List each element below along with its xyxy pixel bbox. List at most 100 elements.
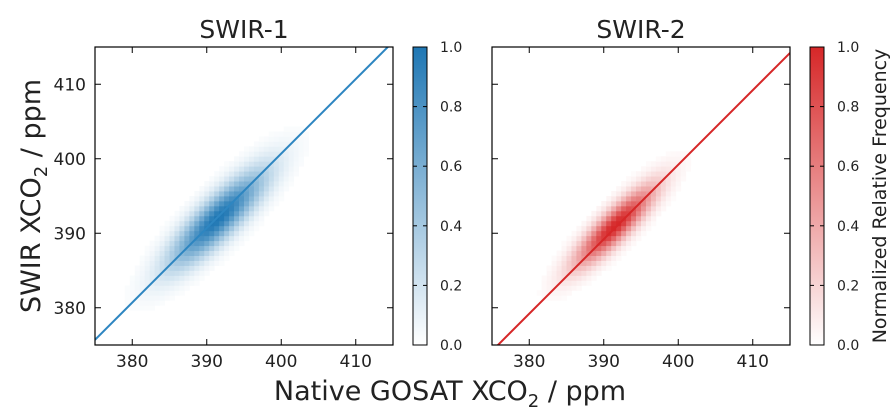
heatmap-cell [293, 156, 300, 162]
heatmap-cell [268, 146, 275, 152]
heatmap-cell [636, 215, 642, 222]
fit-line [496, 52, 790, 345]
heatmap-cell [596, 230, 602, 237]
heatmap-cell [258, 176, 265, 182]
heatmap-cell [209, 191, 215, 197]
heatmap-cell [293, 131, 300, 137]
heatmap-cell [278, 146, 285, 152]
y-axis [492, 83, 790, 309]
heatmap-cell [253, 161, 260, 167]
heatmap-cell [273, 151, 280, 157]
heatmap-cell [159, 290, 165, 296]
heatmap-cell [546, 275, 552, 281]
heatmap-cell [268, 205, 275, 212]
heatmap-cell [169, 265, 175, 271]
heatmap-cell [258, 186, 265, 192]
heatmap-cell [248, 196, 255, 202]
heatmap-cell [586, 275, 592, 281]
heatmap-cell [616, 196, 622, 202]
heatmap-cell [214, 250, 220, 256]
colorbar-swir-1: 0.0 0.2 0.4 0.6 0.8 1.0 [412, 40, 462, 354]
x-tick-label: 400 [265, 352, 297, 372]
heatmap-cell [139, 270, 146, 276]
heatmap-cell [675, 181, 682, 187]
heatmap-cell [263, 186, 270, 192]
heatmap-cell [204, 240, 210, 247]
heatmap-cell [655, 186, 662, 192]
heatmap-cell [278, 166, 285, 172]
heatmap-cell [645, 220, 652, 227]
heatmap-cell [154, 280, 160, 286]
colorbar-label: Normalized Relative Frequency [869, 49, 891, 344]
heatmap-cell [224, 240, 230, 247]
heatmap-cell [655, 205, 662, 212]
heatmap-cell [621, 250, 627, 256]
heatmap-cell [556, 260, 562, 266]
heatmap-cell [234, 215, 240, 222]
heatmap-cell [303, 151, 309, 157]
heatmap-cell [660, 186, 667, 192]
heatmap-cell [641, 220, 647, 227]
heatmap-cell [169, 240, 175, 247]
heatmap-cell [591, 215, 597, 222]
heatmap-cell [234, 230, 240, 237]
heatmap-cell [596, 220, 602, 227]
heatmap-cell [139, 260, 146, 266]
heatmap-cell [234, 245, 240, 252]
heatmap-cell [586, 255, 592, 261]
heatmap-cell [546, 285, 552, 291]
heatmap-cell [611, 230, 617, 237]
heatmap-cell [258, 220, 265, 227]
heatmap-cell [149, 270, 155, 276]
heatmap-cell [139, 285, 146, 291]
heatmap-cell [154, 245, 160, 252]
heatmap-cell [298, 141, 304, 147]
heatmap-cell [665, 161, 672, 167]
colorbar-tick-label: 0.0 [440, 338, 462, 354]
y-axis-label: SWIR XCO2 / ppm [16, 79, 52, 313]
heatmap-cell [601, 215, 607, 222]
heatmap-cell [655, 161, 662, 167]
heatmap-cell [670, 161, 677, 167]
heatmap-cell [675, 151, 682, 157]
heatmap-cell [571, 240, 577, 247]
heatmap-cell [581, 245, 587, 252]
heatmap-cell [665, 181, 672, 187]
heatmap-cell [263, 156, 270, 162]
heatmap-cell [591, 210, 597, 217]
x-axis: 380 390 400 410 [513, 47, 769, 372]
heatmap-cell [169, 255, 175, 261]
heatmap-cell [214, 230, 220, 237]
heatmap-cell [606, 205, 612, 212]
heatmap-cell [645, 215, 652, 222]
heatmap-cell [606, 245, 612, 252]
heatmap-cell [556, 290, 562, 296]
heatmap-cell [606, 250, 612, 256]
heatmap-cell [645, 166, 652, 172]
heatmap-cell [655, 196, 662, 202]
heatmap-cell [660, 205, 667, 212]
heatmap-cell [214, 225, 220, 232]
heatmap-cell [650, 176, 657, 182]
heatmap-cell [273, 186, 280, 192]
heatmap-cell [611, 205, 617, 212]
heatmap-cell [139, 255, 146, 261]
heatmap-cell [248, 146, 255, 152]
heatmap-cell [283, 141, 290, 147]
heatmap-cell [258, 151, 265, 157]
heatmap-cell [273, 161, 280, 167]
heatmap-cell [199, 245, 205, 252]
heatmap-cell [164, 275, 170, 281]
heatmap-cell [586, 220, 592, 227]
heatmap-cell [273, 176, 280, 182]
heatmap-cell [169, 275, 175, 281]
heatmap-cell [229, 235, 235, 242]
heatmap-cell [561, 265, 567, 271]
heatmap-cell [586, 240, 592, 247]
heatmap-cell [268, 141, 275, 147]
colorbar-tick-label: 0.0 [837, 338, 859, 354]
heatmap-cell [199, 265, 205, 271]
heatmap-cell [219, 191, 225, 197]
heatmap-cell [224, 250, 230, 256]
